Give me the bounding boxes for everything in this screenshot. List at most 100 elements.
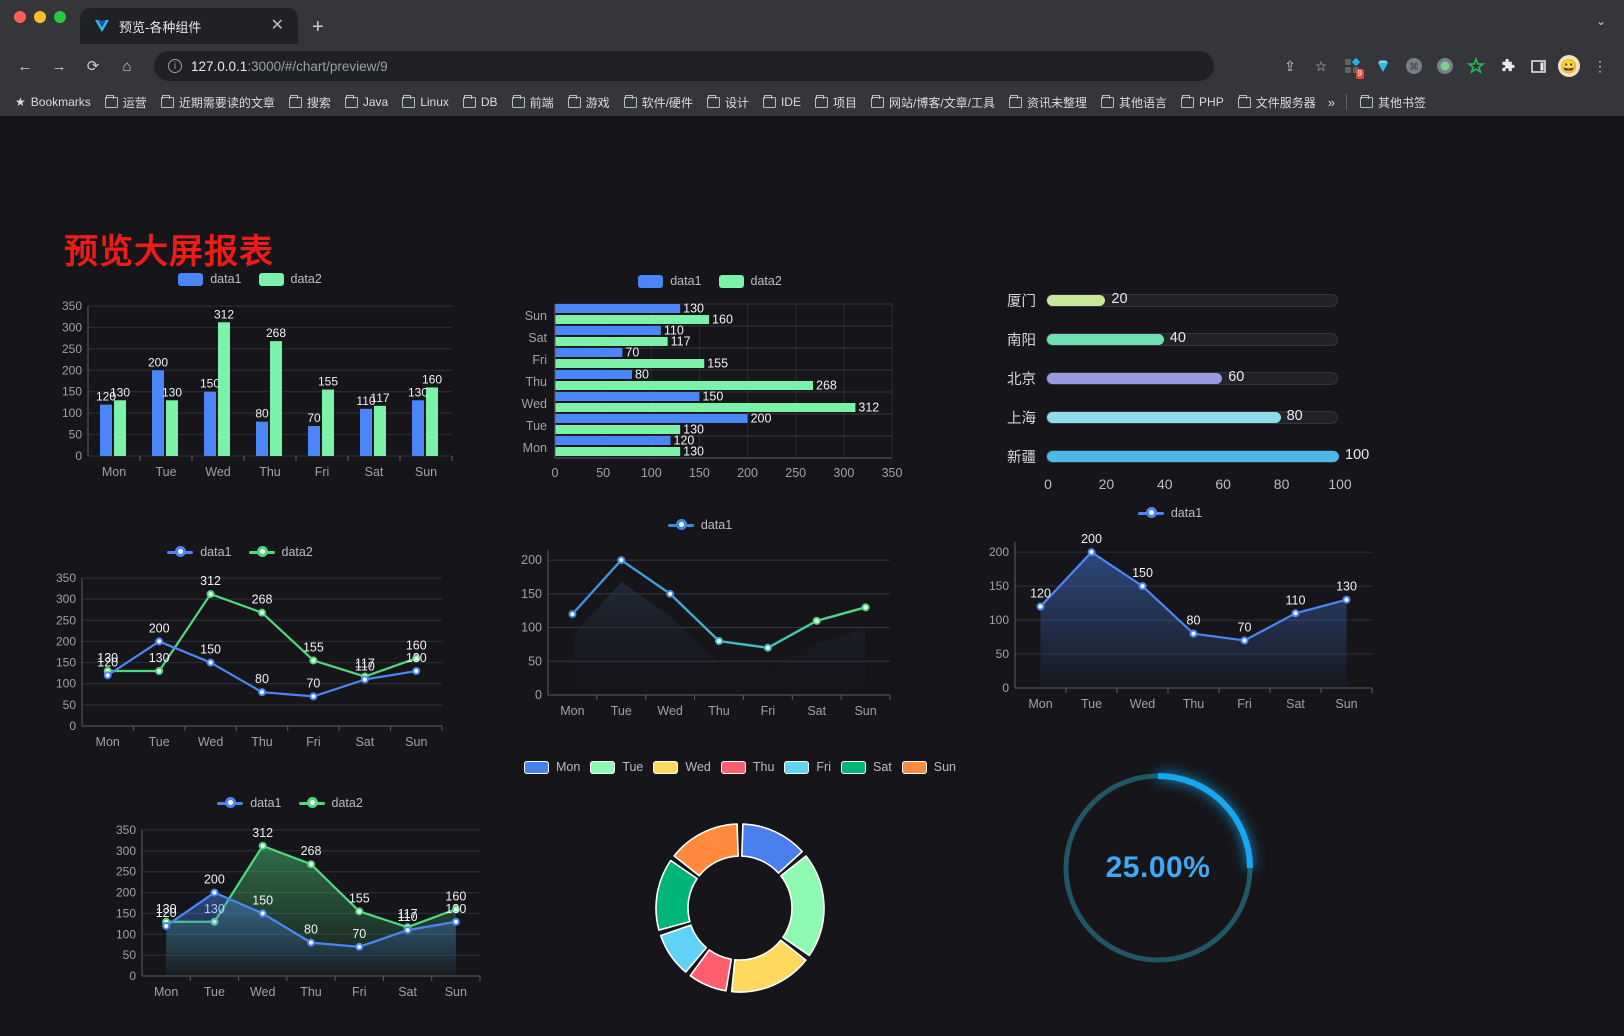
legend-item[interactable]: data2 [718, 274, 782, 288]
bar[interactable] [152, 370, 164, 456]
data-point[interactable] [451, 905, 460, 914]
legend-item[interactable]: Fri [784, 760, 831, 774]
bookmark-item[interactable]: 资讯未整理 [1003, 91, 1093, 114]
legend-item[interactable]: Sat [841, 760, 892, 774]
data-point[interactable] [258, 841, 267, 850]
chevron-down-icon[interactable]: ⌄ [1595, 14, 1606, 28]
bookmark-star-icon[interactable]: ☆ [1314, 57, 1328, 74]
legend-item[interactable]: Sun [901, 760, 956, 774]
data-point[interactable] [715, 637, 723, 646]
bookmark-item[interactable]: Java [339, 92, 394, 112]
bookmark-item[interactable]: PHP [1175, 92, 1230, 112]
data-point[interactable] [155, 667, 164, 676]
data-point[interactable] [1240, 636, 1249, 645]
data-point[interactable] [206, 658, 215, 667]
data-point[interactable] [206, 590, 215, 599]
data-point[interactable] [568, 610, 577, 619]
legend-item[interactable]: Tue [590, 760, 643, 774]
bar[interactable] [100, 404, 112, 456]
bookmarks-overflow-button[interactable]: » [1327, 94, 1335, 110]
bar[interactable] [360, 408, 372, 456]
data-point[interactable] [360, 675, 369, 684]
bookmark-item[interactable]: DB [457, 92, 504, 112]
data-point[interactable] [309, 656, 318, 665]
profile-avatar-icon[interactable]: 😀 [1555, 52, 1583, 80]
extensions-icon[interactable]: 9 [1338, 52, 1366, 80]
data-point[interactable] [412, 654, 421, 663]
bar[interactable] [555, 315, 710, 324]
bookmark-item[interactable]: IDE [757, 92, 807, 112]
bookmark-item[interactable]: Linux [396, 92, 455, 112]
circle-icon[interactable] [1431, 52, 1459, 80]
star-green-icon[interactable] [1462, 52, 1490, 80]
legend-item[interactable]: Thu [720, 760, 774, 774]
bar[interactable] [555, 326, 661, 335]
donut-slice[interactable] [689, 949, 733, 992]
bar[interactable] [204, 391, 216, 456]
legend-item[interactable]: data1 [178, 272, 242, 286]
data-point[interactable] [412, 667, 421, 676]
data-point[interactable] [1138, 582, 1147, 591]
close-window-button[interactable] [14, 11, 26, 23]
bar[interactable] [374, 405, 386, 456]
data-point[interactable] [666, 589, 675, 598]
bookmark-item[interactable]: 项目 [809, 91, 863, 114]
bookmark-item[interactable]: ★ Bookmarks [9, 92, 97, 112]
progress-track[interactable]: 100 [1046, 447, 1369, 463]
data-point[interactable] [210, 888, 219, 897]
minimize-window-button[interactable] [34, 11, 46, 23]
data-point[interactable] [451, 917, 460, 926]
address-bar[interactable]: i 127.0.0.1:3000/#/chart/preview/9 [154, 51, 1214, 81]
bar[interactable] [426, 387, 438, 456]
diamond-icon[interactable] [1369, 52, 1397, 80]
home-button[interactable]: ⌂ [122, 57, 132, 75]
legend-item[interactable]: data2 [298, 796, 363, 810]
bar[interactable] [218, 322, 230, 456]
donut-slice[interactable] [730, 939, 807, 993]
bar[interactable] [555, 381, 814, 390]
data-point[interactable] [355, 907, 364, 916]
bar[interactable] [555, 425, 681, 434]
data-point[interactable] [155, 637, 164, 646]
donut-slice[interactable] [659, 924, 708, 973]
donut-slice[interactable] [780, 855, 825, 957]
other-bookmarks-item[interactable]: 其他书签 [1354, 91, 1432, 114]
data-point[interactable] [403, 926, 412, 935]
bookmark-item[interactable]: 近期需要读的文章 [155, 91, 281, 114]
data-point[interactable] [162, 921, 171, 930]
data-point[interactable] [103, 671, 112, 680]
donut-slice[interactable] [741, 823, 804, 874]
reload-button[interactable]: ⟳ [86, 58, 100, 75]
menu-icon[interactable]: ⋮ [1593, 57, 1607, 74]
bar[interactable] [555, 337, 668, 346]
bar[interactable] [555, 447, 681, 456]
data-point[interactable] [355, 942, 364, 951]
bar[interactable] [270, 341, 282, 456]
data-point[interactable] [258, 688, 266, 697]
bookmark-item[interactable]: 游戏 [562, 91, 616, 114]
browser-tab[interactable]: 预览-各种组件 ✕ [80, 8, 298, 44]
bar[interactable] [555, 359, 705, 368]
bar[interactable] [114, 400, 126, 456]
legend-item[interactable]: data2 [258, 272, 322, 286]
bar[interactable] [555, 370, 633, 379]
data-point[interactable] [1189, 629, 1198, 638]
data-point[interactable] [1291, 609, 1300, 618]
bar[interactable] [412, 400, 424, 456]
progress-track[interactable]: 20 [1046, 291, 1338, 307]
data-point[interactable] [1036, 602, 1045, 611]
data-point[interactable] [617, 556, 626, 565]
bar[interactable] [555, 436, 671, 445]
bookmark-item[interactable]: 其他语言 [1095, 91, 1173, 114]
legend-item[interactable]: Wed [653, 760, 711, 774]
bar[interactable] [322, 389, 334, 456]
share-icon[interactable]: ⇪ [1284, 57, 1296, 74]
legend-item[interactable]: data1 [217, 796, 282, 810]
bar[interactable] [555, 392, 700, 401]
bookmark-item[interactable]: 搜索 [283, 91, 337, 114]
data-point[interactable] [309, 692, 318, 701]
progress-track[interactable]: 40 [1046, 330, 1338, 346]
donut-slice[interactable] [655, 859, 698, 931]
legend-item[interactable]: data1 [1137, 506, 1202, 520]
bookmark-item[interactable]: 软件/硬件 [618, 91, 699, 114]
